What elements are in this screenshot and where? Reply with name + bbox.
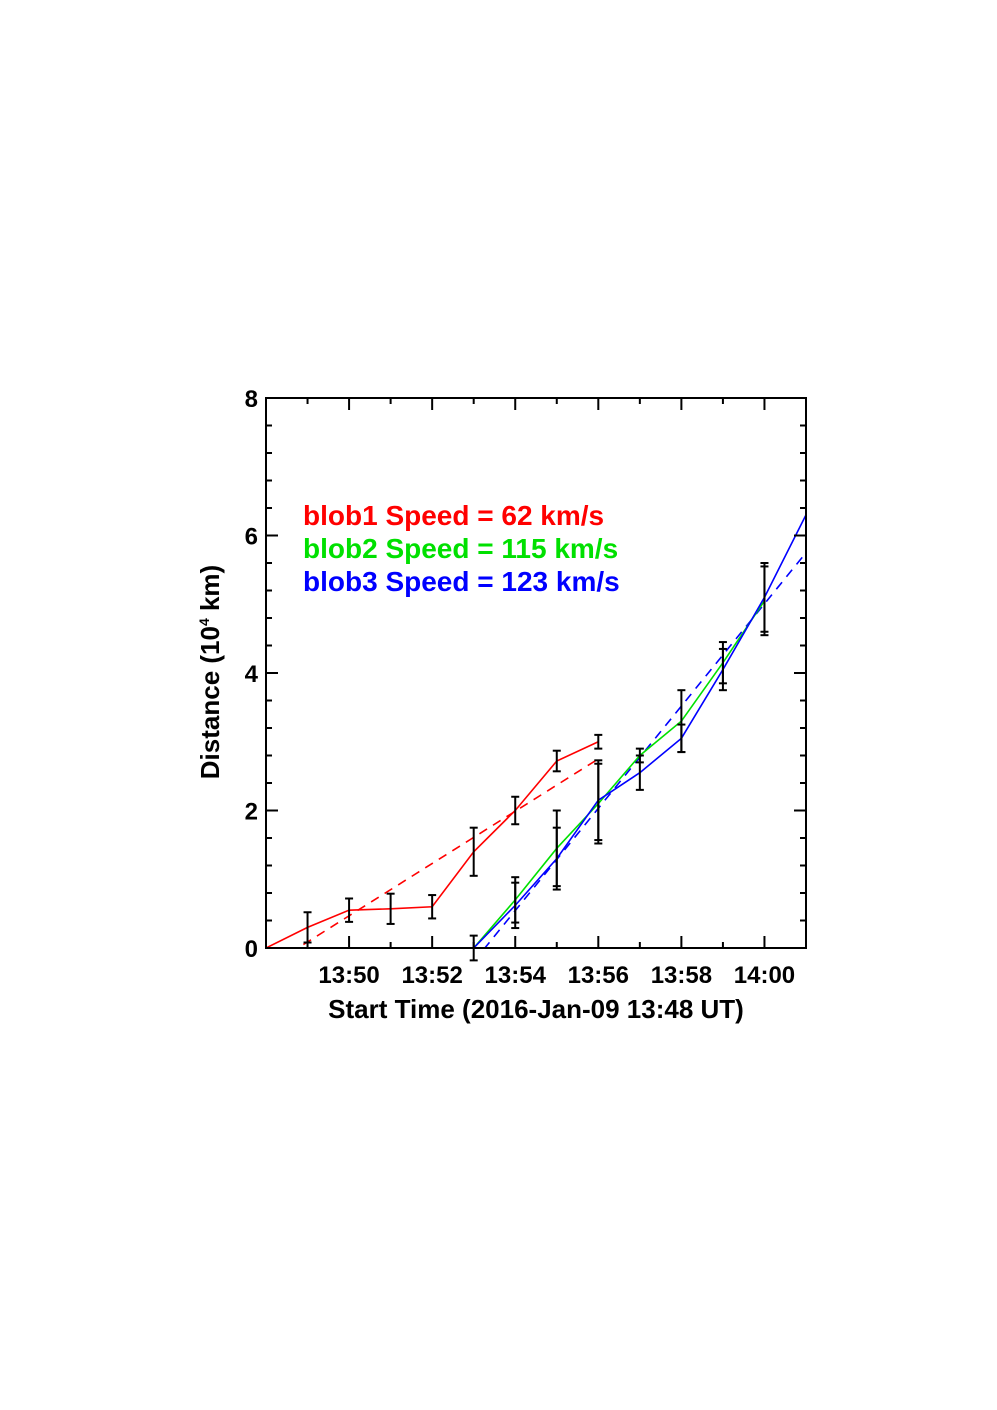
plot-frame <box>265 397 807 949</box>
x-tick-label: 14:00 <box>734 962 795 989</box>
x-tick-label: 13:52 <box>401 962 462 989</box>
y-tick-label: 8 <box>245 386 258 413</box>
blob2-line <box>473 600 766 948</box>
tick-labels: 13:50 13:52 13:54 13:56 13:58 14:00 0 2 4 6 8 <box>245 386 796 989</box>
legend-blob1: blob1 Speed = 62 km/s <box>303 500 604 531</box>
y-tick-label: 0 <box>245 936 258 963</box>
legend-blob3: blob3 Speed = 123 km/s <box>303 566 620 597</box>
x-tick-label: 13:50 <box>318 962 379 989</box>
y-tick-label: 6 <box>245 524 258 551</box>
x-axis-title: Start Time (2016-Jan-09 13:48 UT) <box>328 994 744 1024</box>
blob1-fit-line <box>302 758 599 946</box>
y-axis-title-main: Distance (10 <box>195 626 225 779</box>
tick-marks <box>265 397 807 949</box>
x-tick-label: 13:54 <box>485 962 547 989</box>
legend-blob2: blob2 Speed = 115 km/s <box>303 533 618 564</box>
y-axis-title-sup: 4 <box>196 618 212 626</box>
x-tick-label: 13:56 <box>568 962 629 989</box>
error-bars <box>303 562 769 962</box>
y-tick-label: 4 <box>245 661 259 688</box>
y-axis-title-tail: km) <box>195 565 225 618</box>
axes <box>265 397 807 949</box>
fit-lines <box>302 552 806 948</box>
y-tick-label: 2 <box>245 799 258 826</box>
x-tick-label: 13:58 <box>651 962 712 989</box>
y-axis-title: Distance (104 km) <box>195 565 225 779</box>
